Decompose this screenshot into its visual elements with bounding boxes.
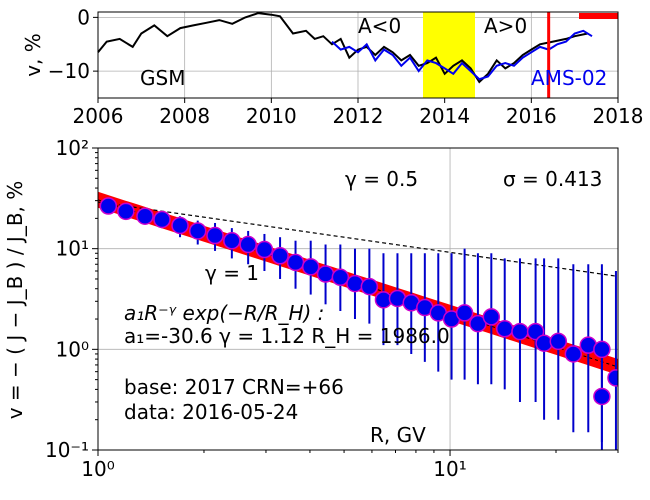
top-y-axis-ticks: 0 −10 <box>48 5 98 83</box>
top-panel: GSM AMS-02 A<0 A>0 2006 2008 2010 2012 2014 2… <box>21 5 643 128</box>
top-x-tick-label: 2018 <box>593 104 644 128</box>
data-point <box>564 345 583 363</box>
data-point <box>255 240 274 259</box>
data-point <box>535 334 553 352</box>
data-point <box>99 197 118 215</box>
bottom-x-axis-label: R, GV <box>370 423 426 447</box>
top-annotation-ams: AMS-02 <box>531 66 607 90</box>
data-point <box>286 253 305 272</box>
bottom-y-tick-label: 10⁻¹ <box>45 438 89 462</box>
data-point <box>331 268 350 287</box>
annotation-gamma-one: γ = 1 <box>205 261 259 285</box>
data-point <box>482 308 501 326</box>
data-point <box>526 322 545 341</box>
top-annotation-a-pos: A>0 <box>484 14 527 38</box>
top-x-tick-label: 2014 <box>419 104 470 128</box>
data-point <box>511 322 529 341</box>
data-point <box>301 258 320 276</box>
series-line-gsm <box>97 12 588 84</box>
top-x-tick-label: 2012 <box>333 104 384 128</box>
top-y-tick-label: 0 <box>77 5 90 29</box>
bottom-y-axis-ticks: 10⁻¹ 10⁰ 10¹ 10² <box>45 136 98 462</box>
annotation-fit-params: a₁=-30.6 γ = 1.12 R_H = 1986.0 <box>124 324 450 348</box>
top-annotation-gsm: GSM <box>140 66 185 90</box>
bottom-y-tick-label: 10² <box>56 136 89 160</box>
yellow-highlight-band <box>423 12 475 98</box>
bottom-y-tick-label: 10¹ <box>56 237 89 261</box>
markers-group <box>99 197 618 406</box>
data-point <box>549 332 568 351</box>
bottom-x-tick-label: 10⁰ <box>81 457 114 481</box>
annotation-sigma: σ = 0.413 <box>503 167 602 191</box>
bottom-plot-frame <box>97 147 619 451</box>
data-point <box>495 320 514 338</box>
annotation-gamma-half: γ = 0.5 <box>345 167 418 191</box>
data-point <box>223 231 241 250</box>
annotation-formula: a₁R⁻ᵞ exp(−R/R_H) : <box>124 301 324 325</box>
annotation-date: data: 2016-05-24 <box>124 400 298 424</box>
annotation-base: base: 2017 CRN=+66 <box>124 375 344 399</box>
bottom-panel: γ = 0.5 σ = 0.413 γ = 1 a₁R⁻ᵞ exp(−R/R_H… <box>3 136 619 481</box>
top-x-tick-label: 2010 <box>246 104 297 128</box>
data-point <box>455 304 474 322</box>
data-point <box>188 222 207 240</box>
data-point <box>360 277 379 296</box>
data-point <box>346 274 364 293</box>
bottom-x-axis-ticks: 10⁰ 10¹ <box>81 450 619 481</box>
data-point <box>171 216 189 235</box>
top-y-axis-label: v, % <box>21 33 45 77</box>
data-point <box>593 340 611 359</box>
red-horizontal-bar <box>579 13 618 19</box>
top-y-tick-label: −10 <box>48 59 90 83</box>
top-x-tick-label: 2008 <box>159 104 210 128</box>
bottom-plot-area <box>98 148 618 450</box>
data-point <box>271 247 289 265</box>
top-annotation-a-neg: A<0 <box>358 14 401 38</box>
top-x-tick-label: 2016 <box>506 104 557 128</box>
data-point <box>206 226 224 245</box>
top-x-tick-label: 2006 <box>73 104 124 128</box>
data-point <box>117 202 135 221</box>
data-point <box>136 207 154 225</box>
bottom-y-tick-label: 10⁰ <box>56 337 89 361</box>
reference-line-gamma-half <box>98 201 618 277</box>
data-point <box>593 387 611 406</box>
data-point <box>239 235 257 254</box>
data-point <box>153 210 171 229</box>
bottom-y-axis-label: v = − ( J − J_B ) / J_B, % <box>3 181 27 420</box>
bottom-x-tick-label: 10¹ <box>433 457 466 481</box>
data-point <box>607 369 618 387</box>
top-x-axis-ticks: 2006 2008 2010 2012 2014 2016 2018 <box>73 98 644 128</box>
data-point <box>316 265 335 283</box>
